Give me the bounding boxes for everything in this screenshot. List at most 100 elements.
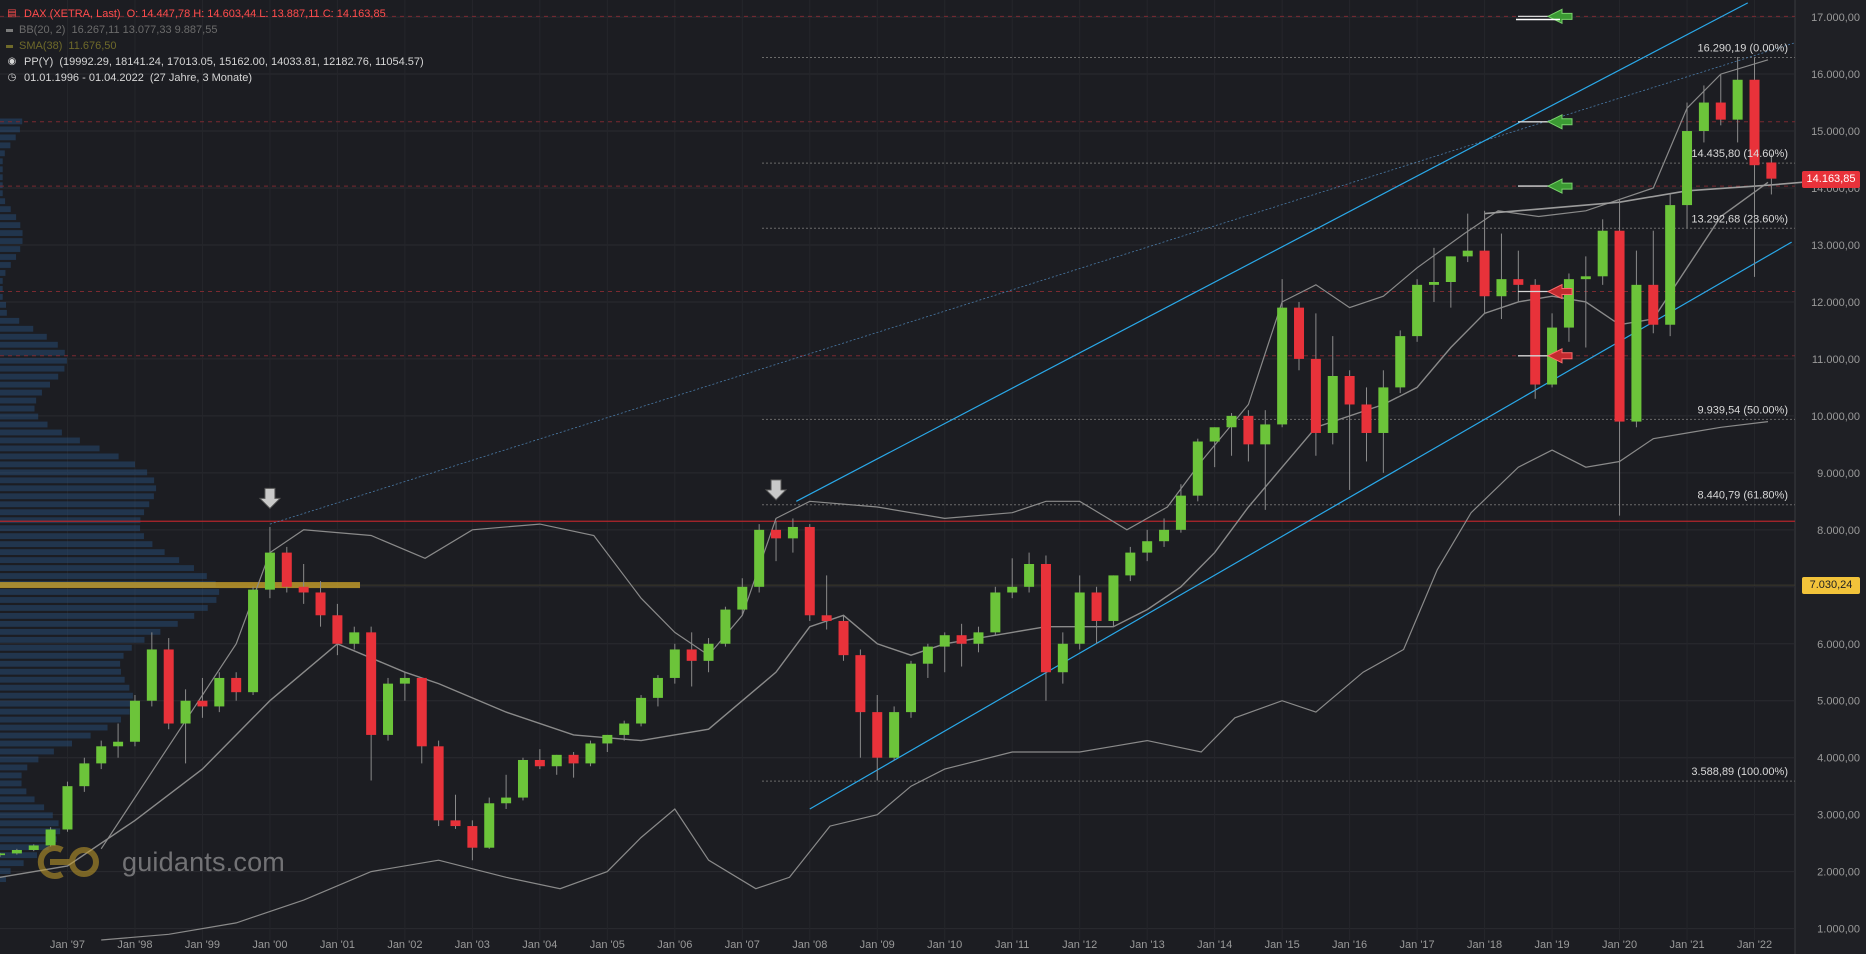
chart-legend: ▤ DAX (XETRA, Last) O: 14.447,78 H: 14.6… (6, 6, 424, 86)
volume-bar (0, 716, 121, 723)
volume-bar (0, 573, 207, 579)
x-tick-label: Jan '00 (252, 939, 287, 951)
volume-bar (0, 238, 23, 244)
volume-bar (0, 445, 100, 452)
candle-body (956, 635, 967, 644)
candle-body (771, 529, 782, 539)
x-tick-label: Jan '05 (590, 939, 625, 951)
fib-label: 14.435,80 (14.60%) (1691, 148, 1788, 160)
x-tick-label: Jan '20 (1602, 939, 1637, 951)
volume-bar (0, 549, 165, 556)
candle-body (686, 649, 697, 661)
x-tick-label: Jan '04 (522, 939, 557, 951)
volume-bar (0, 246, 21, 252)
candle-body (45, 829, 56, 846)
candles (0, 56, 1777, 861)
volume-bar (0, 852, 38, 859)
candle-body (248, 589, 259, 693)
volume-bar (0, 652, 124, 659)
fib-label: 8.440,79 (61.80%) (1697, 490, 1788, 502)
volume-bar (0, 429, 62, 436)
candle-body (1648, 284, 1659, 325)
clock-icon: ◷ (7, 72, 17, 83)
candle-body (1631, 284, 1642, 422)
candle-body (214, 677, 225, 707)
y-tick-label: 11.000,00 (1812, 354, 1860, 366)
bb-upper-line (100, 59, 1769, 850)
candle-body (855, 655, 866, 713)
sma-name[interactable]: SMA(38) (19, 40, 63, 52)
candle-body (1462, 250, 1473, 257)
volume-bar (0, 349, 65, 356)
candle-body (1074, 592, 1085, 644)
volume-bar (0, 262, 11, 268)
pp-name[interactable]: PP(Y) (24, 56, 54, 68)
bb-name[interactable]: BB(20, 2) (19, 24, 66, 36)
candle-body (1530, 284, 1541, 385)
x-tick-label: Jan '11 (995, 939, 1029, 951)
volume-bar (0, 796, 35, 803)
volume-bar (0, 812, 53, 819)
volume-bar (0, 772, 22, 779)
volume-bar (0, 461, 135, 468)
candle-body (551, 754, 562, 767)
volume-bar (0, 397, 37, 404)
volume-bar (0, 285, 3, 292)
channel-lower-line (809, 241, 1792, 810)
candle-body (1395, 336, 1406, 388)
volume-bar (0, 333, 47, 340)
candle-body (939, 635, 950, 647)
volume-bar (0, 190, 3, 197)
date-range[interactable]: 01.01.1996 - 01.04.2022 (24, 72, 144, 84)
y-tick-label: 15.000,00 (1811, 126, 1860, 138)
volume-bar (0, 525, 141, 532)
y-tick-label: 1.000,00 (1817, 924, 1860, 936)
volume-bar (0, 597, 217, 603)
y-tick-label: 4.000,00 (1817, 753, 1860, 765)
y-tick-label: 10.000,00 (1811, 411, 1860, 423)
volume-bar (0, 868, 11, 875)
candle-body (619, 723, 630, 735)
volume-bar (0, 589, 220, 595)
channel-upper-line (795, 2, 1749, 502)
chart-type-icon[interactable]: ▤ (7, 8, 17, 19)
candle-body (433, 746, 444, 821)
bb-lower-line (101, 421, 1769, 941)
volume-bar (0, 676, 125, 683)
candle-body (1057, 643, 1068, 673)
volume-bar (0, 158, 3, 165)
y-tick-label: 13.000,00 (1811, 240, 1860, 252)
candle-body (804, 526, 815, 616)
pivot-arrow-icon (1546, 8, 1573, 25)
candle-body (1597, 230, 1608, 277)
x-tick-label: Jan '15 (1265, 939, 1300, 951)
instrument-name[interactable]: DAX (XETRA, Last) (24, 8, 121, 20)
volume-bar (0, 421, 48, 428)
candle-body (1378, 387, 1389, 433)
volume-bar (0, 764, 28, 771)
x-tick-label: Jan '18 (1467, 939, 1502, 951)
candle-body (669, 649, 680, 678)
fib-label: 16.290,19 (0.00%) (1697, 43, 1788, 55)
volume-bar (0, 254, 17, 260)
candle-body (349, 632, 360, 644)
candle-body (872, 712, 883, 758)
candle-body (1192, 441, 1203, 496)
candle-body (1428, 282, 1439, 285)
volume-bar (0, 230, 23, 236)
x-tick-label: Jan '19 (1534, 939, 1569, 951)
volume-bar (0, 788, 27, 795)
candle-body (129, 700, 140, 742)
volume-bar (0, 278, 3, 284)
volume-bar (0, 820, 59, 827)
candle-body (1125, 552, 1136, 576)
down-arrow-icon (258, 487, 282, 510)
volume-bar (0, 357, 67, 364)
volume-bar (0, 373, 59, 380)
candle-body (1159, 529, 1170, 542)
fib-label: 13.292,68 (23.60%) (1691, 213, 1788, 225)
candle-body (636, 697, 647, 724)
candle-body (1496, 279, 1507, 297)
candle-body (399, 677, 410, 684)
